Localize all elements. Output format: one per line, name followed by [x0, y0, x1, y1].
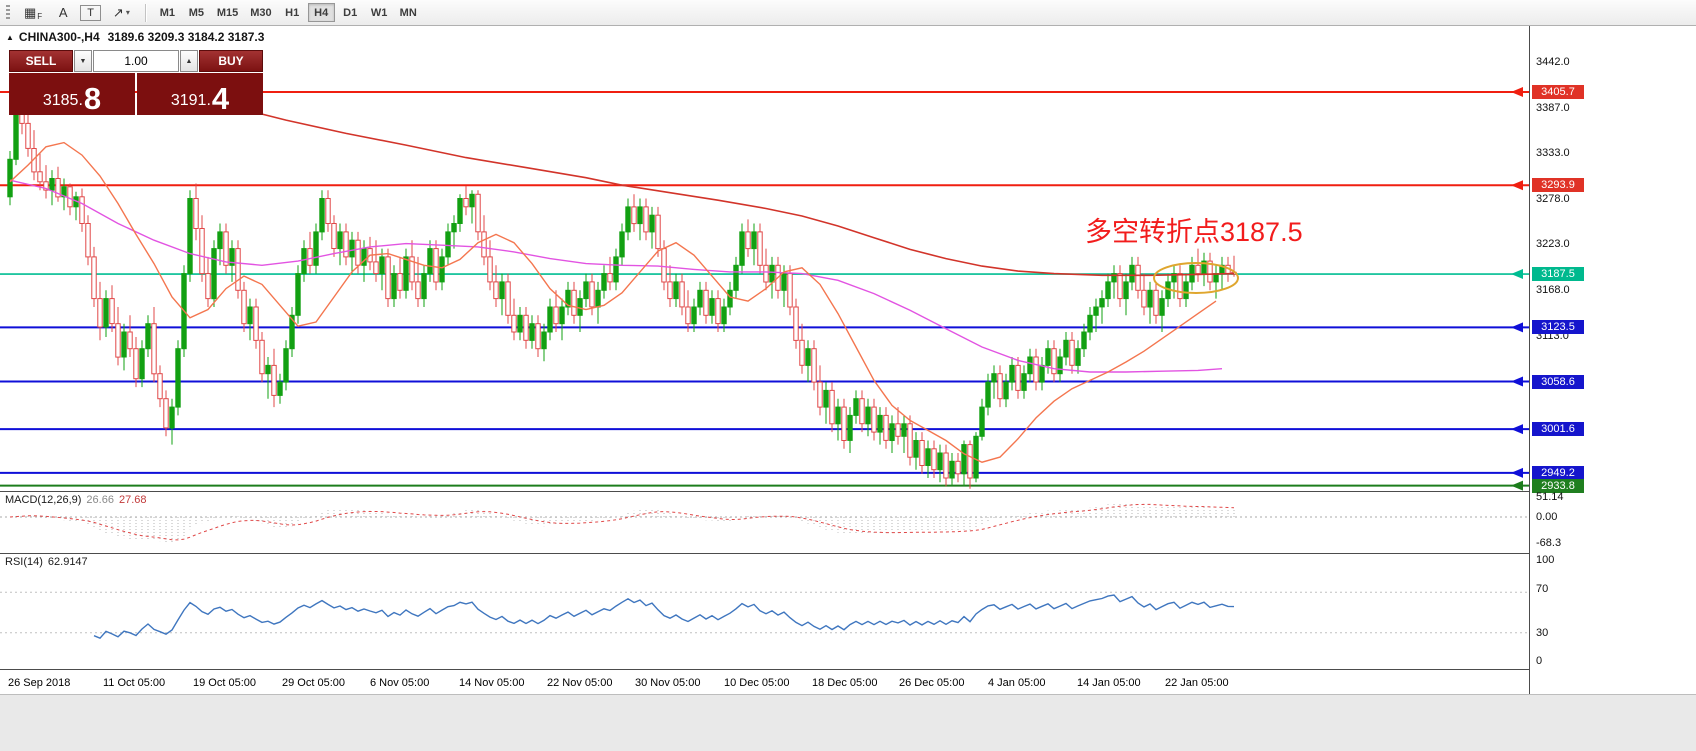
- time-label: 14 Nov 05:00: [459, 677, 525, 689]
- macd-tick: 0.00: [1536, 511, 1558, 523]
- symbol-label: CHINA300-,H4: [18, 30, 100, 44]
- ask-price-big-digit: 4: [211, 81, 230, 117]
- time-label: 29 Oct 05:00: [282, 677, 345, 689]
- sell-button[interactable]: SELL: [9, 50, 73, 72]
- rsi-tick: 0: [1536, 655, 1543, 667]
- rsi-label: RSI(14) 62.9147: [5, 556, 93, 568]
- time-label: 4 Jan 05:00: [988, 677, 1046, 689]
- timeframe-h1[interactable]: H1: [279, 3, 306, 22]
- collapse-triangle-icon[interactable]: ▲: [6, 33, 14, 42]
- macd-main-value: 26.66: [86, 494, 114, 506]
- time-label: 26 Dec 05:00: [899, 677, 965, 689]
- price-tick: 3387.0: [1536, 101, 1570, 114]
- price-tick: 3442.0: [1536, 55, 1570, 68]
- timeframe-m1[interactable]: M1: [154, 3, 181, 22]
- macd-histogram: [15, 502, 1235, 543]
- text-icon[interactable]: A: [51, 3, 75, 23]
- price-chart-panel: ▲ CHINA300-,H4 3189.6 3209.3 3184.2 3187.3…: [0, 26, 1529, 491]
- status-area: [0, 694, 1696, 751]
- bid-price-main: 3185.: [42, 92, 83, 109]
- price-tick: 3223.0: [1536, 238, 1570, 251]
- timeframe-h4[interactable]: H4: [307, 3, 335, 22]
- time-label: 14 Jan 05:00: [1077, 677, 1141, 689]
- buy-button[interactable]: BUY: [199, 50, 263, 72]
- macd-label: MACD(12,26,9) 26.66 27.68: [5, 494, 151, 506]
- time-label: 6 Nov 05:00: [370, 677, 430, 689]
- timeframe-d1[interactable]: D1: [337, 3, 364, 22]
- chart-window: ▲ CHINA300-,H4 3189.6 3209.3 3184.2 3187.3…: [0, 26, 1529, 698]
- time-axis[interactable]: 26 Sep 2018 11 Oct 05:00 19 Oct 05:00 29 Oc…: [0, 669, 1529, 698]
- rsi-tick: 100: [1536, 554, 1555, 566]
- price-axis[interactable]: 3442.0 3387.0 3333.0 3278.0 3223.0 3168.0 3113…: [1529, 26, 1696, 695]
- price-tick: 3168.0: [1536, 284, 1570, 297]
- macd-signal-value: 27.68: [118, 494, 147, 506]
- macd-title: MACD(12,26,9): [5, 494, 82, 506]
- time-label: 18 Dec 05:00: [812, 677, 878, 689]
- timeframe-m15[interactable]: M15: [212, 3, 243, 22]
- ma_slow-line: [225, 104, 1235, 277]
- price-line-label: 3405.7: [1532, 84, 1584, 99]
- ask-price-box[interactable]: 3191. 4: [137, 73, 263, 115]
- trade-prices-row: 3185. 8 3191. 4: [9, 73, 263, 115]
- rsi-canvas[interactable]: [0, 555, 1529, 668]
- rsi-tick: 30: [1536, 627, 1549, 639]
- arrows-icon[interactable]: ↗ ▾: [106, 3, 137, 23]
- time-label: 19 Oct 05:00: [193, 677, 256, 689]
- text-label-icon[interactable]: T: [80, 4, 101, 21]
- toolbar-separator: [144, 3, 146, 22]
- toolbar: ▦ F A T ↗ ▾ M1 M5 M15 M30 H1 H4 D1 W1 MN: [0, 0, 1696, 26]
- drawing-tools-group: ▦ F A T ↗ ▾: [16, 3, 138, 23]
- price-line-label: 3001.6: [1532, 422, 1584, 437]
- time-label: 22 Jan 05:00: [1165, 677, 1229, 689]
- rsi-panel: RSI(14) 62.9147: [0, 553, 1529, 669]
- time-label: 30 Nov 05:00: [635, 677, 701, 689]
- toolbar-grip[interactable]: [6, 4, 10, 21]
- chart-symbol-ohlc: ▲ CHINA300-,H4 3189.6 3209.3 3184.2 3187.3: [6, 30, 264, 44]
- bid-price-box[interactable]: 3185. 8: [9, 73, 135, 115]
- price-line-label: 3123.5: [1532, 320, 1584, 335]
- timeframe-w1[interactable]: W1: [366, 3, 393, 22]
- timeframe-m5[interactable]: M5: [183, 3, 210, 22]
- highlight-ellipse: [1153, 262, 1239, 294]
- price-line-label: 3293.9: [1532, 178, 1584, 193]
- one-click-trading-panel: SELL ▼ ▲ BUY 3185.8 3191.4: [9, 50, 263, 115]
- price-line-label: 2949.2: [1532, 465, 1584, 480]
- price-line-label: 3058.6: [1532, 374, 1584, 389]
- macd-panel: MACD(12,26,9) 26.66 27.68: [0, 491, 1529, 553]
- time-label: 10 Dec 05:00: [724, 677, 790, 689]
- price-tick: 3333.0: [1536, 146, 1570, 159]
- timeframe-m30[interactable]: M30: [245, 3, 276, 22]
- ma_fast-line: [9, 141, 1217, 463]
- price-chart-canvas[interactable]: [0, 26, 1529, 491]
- ma_mid-line: [9, 179, 1223, 373]
- rsi-line: [93, 594, 1235, 640]
- rsi-tick: 70: [1536, 583, 1549, 595]
- fibonacci-icon[interactable]: ▦ F: [17, 3, 49, 23]
- macd-tick: -68.3: [1536, 537, 1562, 549]
- ask-price-main: 3191.: [170, 92, 211, 109]
- time-label: 22 Nov 05:00: [547, 677, 613, 689]
- macd-tick: 51.14: [1536, 491, 1564, 503]
- timeframe-group: M1 M5 M15 M30 H1 H4 D1 W1 MN: [153, 3, 423, 22]
- ohlc-values: 3189.6 3209.3 3184.2 3187.3: [107, 30, 265, 44]
- volume-dropdown-button[interactable]: ▼: [74, 50, 92, 72]
- trade-controls-row: SELL ▼ ▲ BUY: [9, 50, 263, 72]
- rsi-title: RSI(14): [5, 556, 43, 568]
- bid-price-big-digit: 8: [83, 81, 102, 117]
- price-line-label: 3187.5: [1532, 267, 1584, 281]
- macd-signal-line: [9, 503, 1235, 541]
- rsi-value: 62.9147: [47, 556, 88, 568]
- volume-up-button[interactable]: ▲: [180, 50, 198, 72]
- moving-averages: [9, 104, 1235, 463]
- price-line-label: 2933.8: [1532, 478, 1584, 493]
- volume-input[interactable]: [93, 50, 179, 72]
- time-label: 11 Oct 05:00: [103, 677, 166, 689]
- chart-annotation-text[interactable]: 多空转折点3187.5: [1085, 217, 1303, 247]
- timeframe-mn[interactable]: MN: [395, 3, 422, 22]
- time-label: 26 Sep 2018: [8, 677, 71, 689]
- price-tick: 3278.0: [1536, 192, 1570, 205]
- macd-canvas[interactable]: [0, 492, 1529, 552]
